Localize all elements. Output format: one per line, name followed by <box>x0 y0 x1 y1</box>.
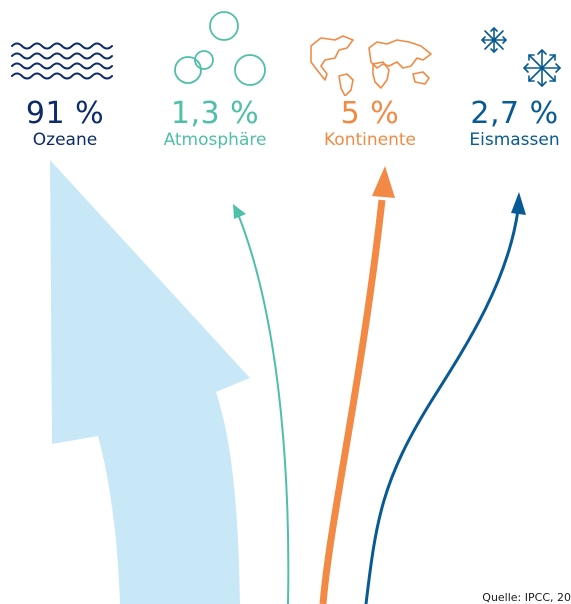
world-map-icon <box>310 35 432 96</box>
ice-arrowhead <box>511 192 526 215</box>
category-atmosphere: 1,3 % Atmosphäre <box>150 96 280 151</box>
continents-label: Kontinente <box>324 130 416 150</box>
continents-percent: 5 % <box>340 96 400 131</box>
ice-label: Eismassen <box>469 130 560 150</box>
atmosphere-label: Atmosphäre <box>163 130 267 150</box>
continents-arrowhead <box>372 166 395 198</box>
category-continents: 5 % Kontinente <box>310 96 430 151</box>
source-note: Quelle: IPCC, 20 <box>482 591 571 604</box>
ocean-label: Ozeane <box>32 130 98 150</box>
snowflake-icon <box>481 27 561 87</box>
waves-icon <box>11 42 113 80</box>
atmosphere-arrowhead <box>233 204 246 219</box>
category-ocean: 91 % Ozeane <box>10 96 120 151</box>
atmosphere-percent: 1,3 % <box>170 96 260 131</box>
ice-flow-line <box>364 209 520 604</box>
bubbles-icon <box>174 11 266 86</box>
ice-percent: 2,7 % <box>470 96 559 131</box>
atmosphere-flow-line <box>237 213 290 604</box>
continents-flow-line <box>319 199 386 604</box>
category-ice: 2,7 % Eismassen <box>458 96 571 151</box>
ocean-percent: 91 % <box>25 96 105 131</box>
ocean-flow-arrow <box>50 160 250 604</box>
